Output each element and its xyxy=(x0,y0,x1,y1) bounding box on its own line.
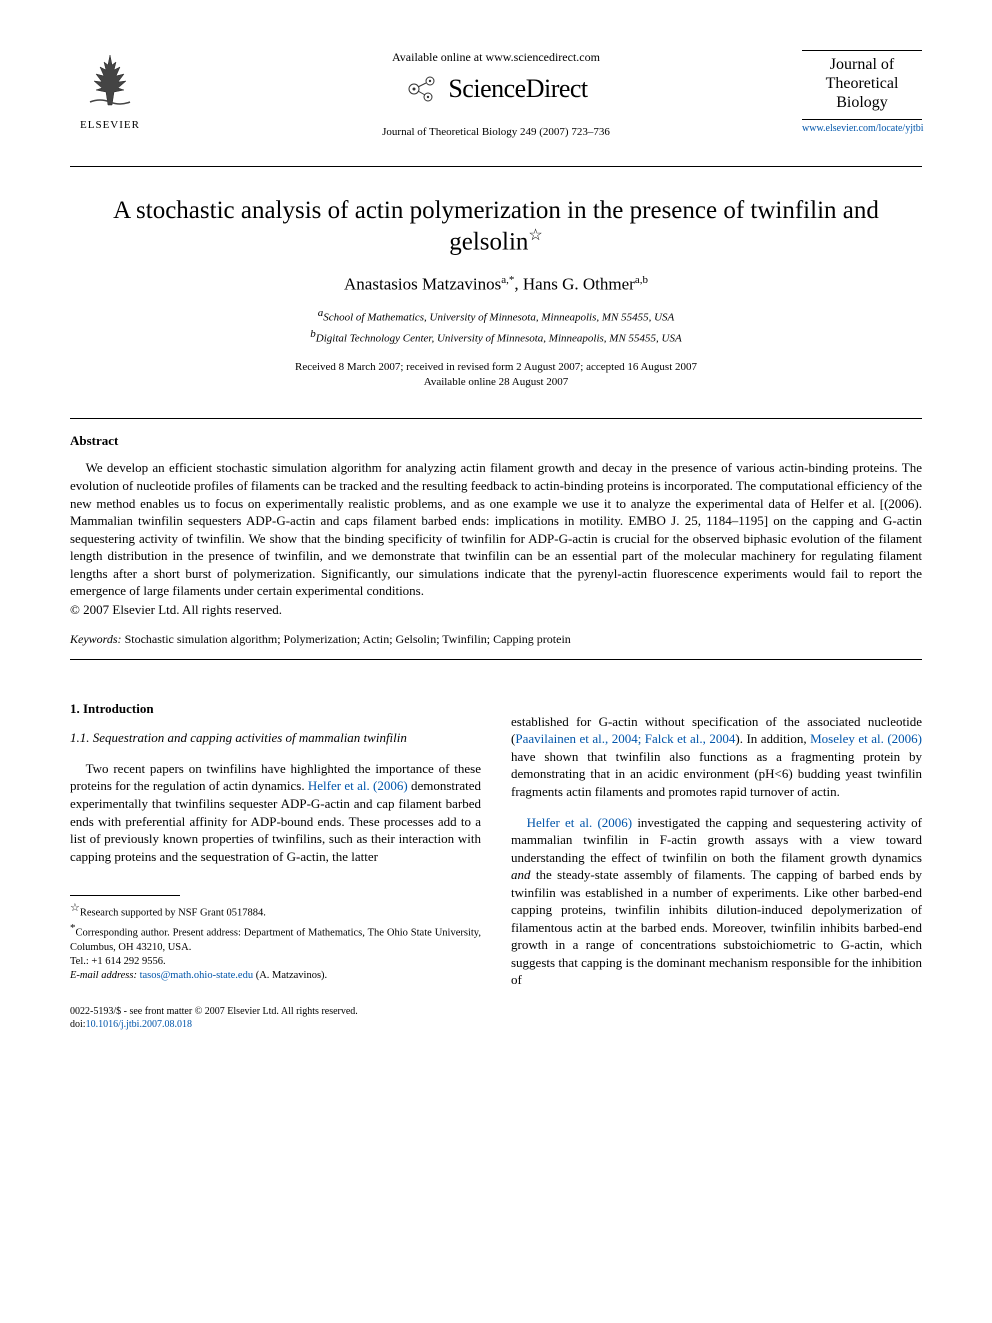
front-matter-line: 0022-5193/$ - see front matter © 2007 El… xyxy=(70,1005,481,1018)
abstract-top-rule xyxy=(70,418,922,419)
authors: Anastasios Matzavinosa,*, Hans G. Othmer… xyxy=(70,274,922,295)
subsection-1-1-heading: 1.1. Sequestration and capping activitie… xyxy=(70,729,481,747)
cite-helfer-2006-2[interactable]: Helfer et al. (2006) xyxy=(527,815,633,830)
footnote-corresponding: *Corresponding author. Present address: … xyxy=(70,921,481,955)
bottom-matter: 0022-5193/$ - see front matter © 2007 El… xyxy=(70,1005,481,1031)
col2-p1-em: and xyxy=(511,867,531,882)
doi-value[interactable]: 10.1016/j.jtbi.2007.08.018 xyxy=(86,1019,192,1030)
center-header: Available online at www.sciencedirect.co… xyxy=(70,50,922,138)
affiliation-b: Digital Technology Center, University of… xyxy=(316,333,682,345)
author-2: Hans G. Othmer xyxy=(523,274,635,293)
article-title: A stochastic analysis of actin polymeriz… xyxy=(90,195,902,258)
footnote-1-text: Research supported by NSF Grant 0517884. xyxy=(80,908,266,919)
column-left: 1. Introduction 1.1. Sequestration and c… xyxy=(70,700,481,1031)
abstract-heading: Abstract xyxy=(70,433,922,449)
article-dates: Received 8 March 2007; received in revis… xyxy=(70,360,922,391)
col2-p1-b: the steady-state assembly of filaments. … xyxy=(511,867,922,987)
doi-line: doi:10.1016/j.jtbi.2007.08.018 xyxy=(70,1018,481,1031)
dates-online: Available online 28 August 2007 xyxy=(424,376,569,388)
abstract-copyright: © 2007 Elsevier Ltd. All rights reserved… xyxy=(70,602,922,618)
cite-paavilainen-falck[interactable]: Paavilainen et al., 2004; Falck et al., … xyxy=(515,731,735,746)
footnote-email-label: E-mail address: xyxy=(70,970,137,981)
footnotes: ☆Research supported by NSF Grant 0517884… xyxy=(70,901,481,983)
author-1-sup: a,* xyxy=(501,274,514,286)
cite-moseley-2006[interactable]: Moseley et al. (2006) xyxy=(810,731,922,746)
header: ELSEVIER Available online at www.science… xyxy=(70,50,922,138)
header-rule xyxy=(70,166,922,167)
col1-para-1: Two recent papers on twinfilins have hig… xyxy=(70,760,481,865)
affiliation-a: School of Mathematics, University of Min… xyxy=(323,312,674,324)
title-footnote-star: ☆ xyxy=(528,227,542,244)
footnote-tel: Tel.: +1 614 292 9556. xyxy=(70,955,481,969)
col2-para-0: established for G-actin without specific… xyxy=(511,713,922,801)
journal-name-line2: Theoretical xyxy=(826,75,899,92)
journal-name-line3: Biology xyxy=(836,94,888,111)
abstract-body: We develop an efficient stochastic simul… xyxy=(70,459,922,599)
author-1: Anastasios Matzavinos xyxy=(344,274,501,293)
column-right: established for G-actin without specific… xyxy=(511,700,922,1031)
footnote-rule xyxy=(70,895,180,896)
journal-url[interactable]: www.elsevier.com/locate/yjtbi xyxy=(802,119,922,134)
col2-para-1: Helfer et al. (2006) investigated the ca… xyxy=(511,814,922,989)
elsevier-tree-icon xyxy=(80,50,140,110)
available-online-text: Available online at www.sciencedirect.co… xyxy=(70,50,922,65)
section-1-heading: 1. Introduction xyxy=(70,700,481,718)
footnote-email: E-mail address: tasos@math.ohio-state.ed… xyxy=(70,969,481,983)
keywords: Keywords: Stochastic simulation algorith… xyxy=(70,632,922,647)
footnote-star-marker: ☆ xyxy=(70,902,80,914)
dates-received: Received 8 March 2007; received in revis… xyxy=(295,361,697,373)
body-columns: 1. Introduction 1.1. Sequestration and c… xyxy=(70,700,922,1031)
journal-reference: Journal of Theoretical Biology 249 (2007… xyxy=(70,126,922,138)
cite-helfer-2006[interactable]: Helfer et al. (2006) xyxy=(308,778,408,793)
col2-p0-c: have shown that twinfilin also functions… xyxy=(511,749,922,799)
author-2-sup: a,b xyxy=(635,274,648,286)
affiliations: aSchool of Mathematics, University of Mi… xyxy=(70,306,922,347)
doi-label: doi: xyxy=(70,1019,86,1030)
sciencedirect-logo: ScienceDirect xyxy=(404,71,587,107)
footnote-funding: ☆Research supported by NSF Grant 0517884… xyxy=(70,901,481,921)
journal-name-line1: Journal of xyxy=(830,56,894,73)
sciencedirect-icon xyxy=(404,71,440,107)
footnote-2-text: Corresponding author. Present address: D… xyxy=(70,927,481,952)
keywords-text: Stochastic simulation algorithm; Polymer… xyxy=(122,632,571,646)
abstract-bottom-rule xyxy=(70,659,922,660)
elsevier-logo: ELSEVIER xyxy=(70,50,150,131)
title-text: A stochastic analysis of actin polymeriz… xyxy=(113,197,879,256)
elsevier-label: ELSEVIER xyxy=(70,119,150,131)
sciencedirect-text: ScienceDirect xyxy=(448,74,587,104)
journal-title-box: Journal of Theoretical Biology www.elsev… xyxy=(802,50,922,134)
footnote-email-address[interactable]: tasos@math.ohio-state.edu xyxy=(140,970,253,981)
col2-p0-b: ). In addition, xyxy=(735,731,810,746)
journal-name: Journal of Theoretical Biology xyxy=(802,50,922,113)
keywords-label: Keywords: xyxy=(70,632,122,646)
footnote-email-who: (A. Matzavinos). xyxy=(253,970,327,981)
